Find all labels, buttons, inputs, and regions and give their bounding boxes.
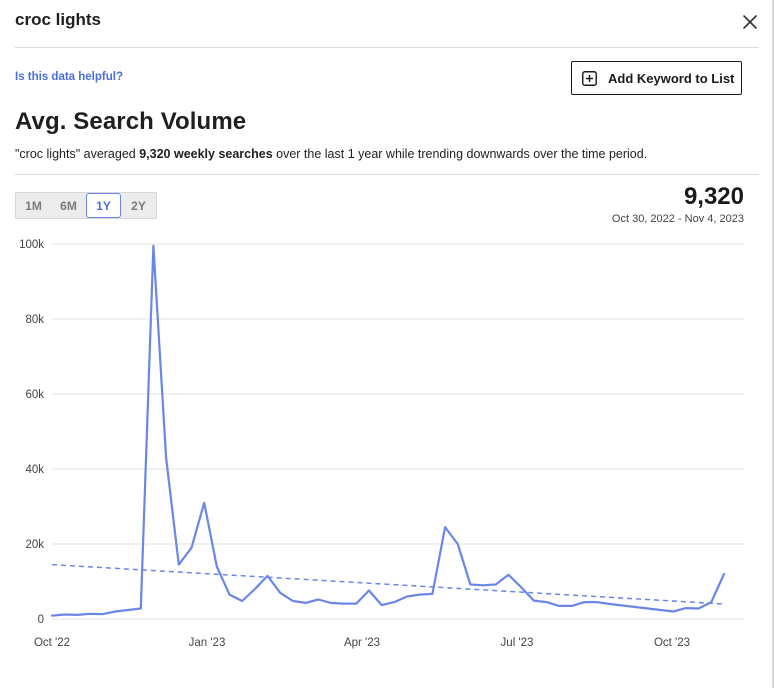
- x-tick-label: Oct '22: [34, 637, 70, 649]
- keyword-title: croc lights: [15, 10, 101, 29]
- y-tick-label: 100k: [19, 239, 44, 251]
- x-tick-label: Oct '23: [654, 637, 690, 649]
- summary-highlight: 9,320 weekly searches: [139, 147, 273, 161]
- summary-divider: [15, 174, 759, 175]
- date-range-label: Oct 30, 2022 - Nov 4, 2023: [611, 213, 744, 225]
- x-tick-label: Apr '23: [344, 637, 380, 649]
- range-button-6m[interactable]: 6M: [60, 198, 77, 213]
- add-keyword-label: Add Keyword to List: [608, 70, 735, 86]
- range-button-1y[interactable]: 1Y: [86, 193, 121, 218]
- y-tick-label: 40k: [25, 464, 44, 476]
- data-helpful-link[interactable]: Is this data helpful?: [15, 71, 123, 83]
- volume-summary: "croc lights" averaged 9,320 weekly sear…: [15, 147, 647, 161]
- search-volume-chart: 0 20k 40k 60k 80k 100k Oct '22 Jan '23 Apr '23 Ju…: [19, 239, 744, 649]
- section-title: Avg. Search Volume: [15, 108, 247, 135]
- close-button[interactable]: [736, 8, 764, 36]
- y-tick-label: 60k: [25, 389, 44, 401]
- add-box-icon: [582, 70, 597, 86]
- x-tick-label: Jan '23: [189, 637, 226, 649]
- x-tick-label: Jul '23: [501, 637, 534, 649]
- header-divider: [15, 47, 759, 48]
- range-button-2y[interactable]: 2Y: [131, 198, 146, 213]
- search-volume-line: [50, 244, 726, 617]
- panel-edge: [772, 0, 774, 688]
- time-range-selector: 1M 6M 1Y 2Y: [15, 192, 157, 219]
- y-tick-label: 0: [38, 614, 44, 626]
- summary-prefix: "croc lights" averaged: [15, 147, 140, 161]
- summary-suffix: over the last 1 year while trending down…: [272, 147, 648, 161]
- close-icon: [743, 15, 757, 29]
- add-keyword-to-list-button[interactable]: Add Keyword to List: [571, 61, 742, 95]
- y-tick-label: 80k: [25, 314, 44, 326]
- average-volume-value: 9,320: [683, 183, 744, 210]
- range-button-1m[interactable]: 1M: [25, 198, 42, 213]
- y-tick-label: 20k: [25, 539, 44, 551]
- trend-line: [51, 563, 725, 605]
